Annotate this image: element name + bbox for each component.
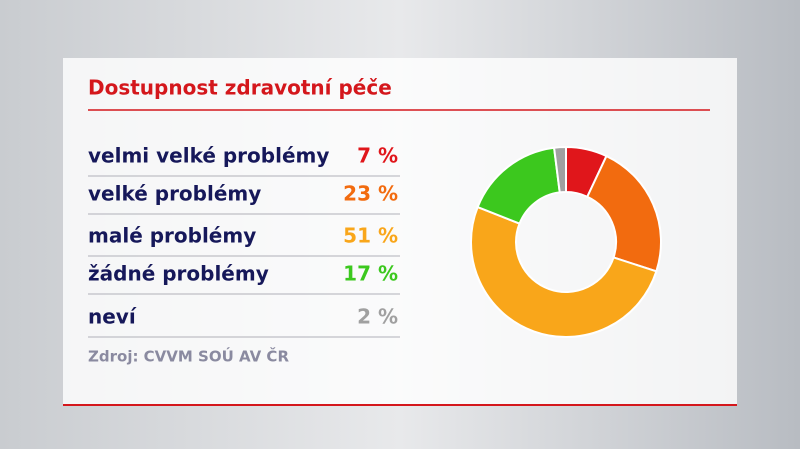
value-label: 23 % bbox=[343, 182, 398, 206]
donut-slice bbox=[470, 205, 658, 338]
value-label: 7 % bbox=[357, 144, 398, 168]
legend-label: neví bbox=[88, 305, 137, 329]
donut-slice bbox=[552, 145, 567, 194]
value-label: 51 % bbox=[343, 224, 398, 248]
legend-label: malé problémy bbox=[88, 224, 256, 248]
value-label: 2 % bbox=[357, 305, 398, 329]
source: Zdroj: CVVM SOÚ AV ČR bbox=[88, 347, 289, 366]
legend-label: žádné problémy bbox=[88, 262, 269, 286]
legend-label: velmi velké problémy bbox=[88, 144, 329, 168]
value-label: 17 % bbox=[343, 262, 398, 286]
legend-label: velké problémy bbox=[88, 182, 261, 206]
chart-title: Dostupnost zdravotní péče bbox=[88, 76, 392, 100]
